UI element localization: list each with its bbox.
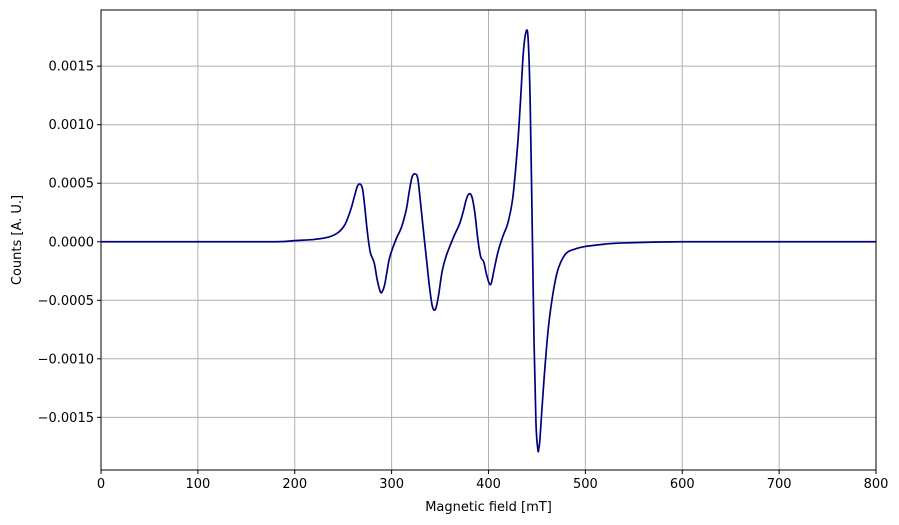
series-line — [101, 29, 876, 453]
y-tick-label: −0.0015 — [38, 411, 94, 426]
x-tick-label: 600 — [670, 477, 695, 492]
y-tick-label: 0.0005 — [49, 177, 95, 192]
x-tick-label: 400 — [476, 477, 501, 492]
x-tick-label: 500 — [573, 477, 598, 492]
x-tick-label: 0 — [97, 477, 105, 492]
y-tick-label: −0.0010 — [38, 352, 94, 367]
y-tick-label: 0.0000 — [49, 235, 95, 250]
x-tick-label: 200 — [282, 477, 307, 492]
x-tick-label: 800 — [864, 477, 889, 492]
series-layer — [101, 29, 876, 453]
ticks: 0 100 200 300 400 500 600 700 800 0.0015 0.0010 0.0… — [38, 60, 889, 492]
x-tick-label: 100 — [185, 477, 210, 492]
y-tick-label: −0.0005 — [38, 294, 94, 309]
x-axis-label: Magnetic field [mT] — [425, 500, 552, 515]
x-tick-label: 300 — [379, 477, 404, 492]
y-axis-label: Counts [A. U.] — [10, 195, 25, 285]
y-tick-label: 0.0015 — [49, 60, 95, 75]
y-tick-label: 0.0010 — [49, 118, 95, 133]
x-tick-label: 700 — [767, 477, 792, 492]
